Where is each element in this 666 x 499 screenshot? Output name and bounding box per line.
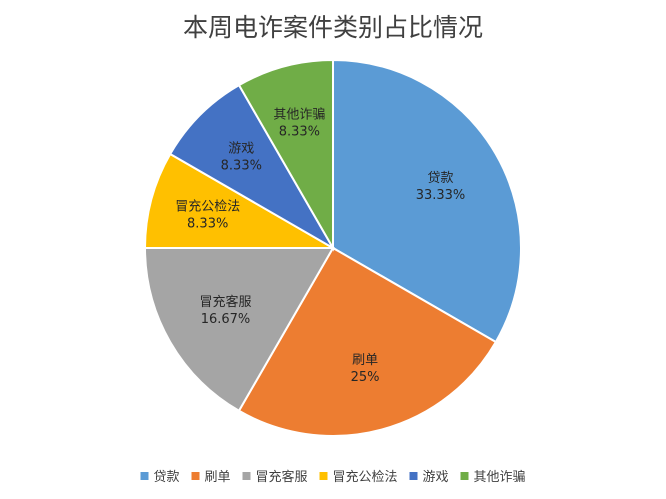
legend-label-4: 游戏	[423, 470, 449, 485]
data-label-1: 刷单 25%	[351, 353, 380, 385]
legend-swatch-0	[140, 472, 149, 480]
data-label-0: 贷款 33.33%	[416, 171, 466, 203]
data-labels: 贷款 33.33% 刷单 25% 冒充客服 16.67% 冒充公检法 8.33% 游戏 8.33%…	[175, 108, 465, 385]
legend-label-1: 刷单	[205, 470, 231, 485]
legend-label-5: 其他诈骗	[474, 470, 526, 485]
data-label-value-1: 25%	[351, 370, 380, 385]
legend: 贷款 刷单 冒充客服 冒充公检法 游戏 其他诈骗	[140, 469, 526, 485]
pie-slice-2	[143, 246, 335, 413]
data-label-value-5: 8.33%	[279, 125, 320, 140]
data-label-category-3: 冒充公检法	[175, 198, 240, 214]
legend-item-5: 其他诈骗	[460, 470, 526, 485]
data-label-category-4: 游戏	[228, 141, 254, 156]
data-label-category-2: 冒充客服	[199, 294, 251, 310]
legend-label-2: 冒充客服	[256, 469, 308, 485]
data-label-value-2: 16.67%	[201, 312, 251, 327]
pie-slice-5	[237, 58, 334, 252]
legend-swatch-4	[409, 472, 418, 480]
pie-slice-4	[168, 83, 336, 251]
legend-item-1: 刷单	[191, 470, 231, 485]
data-label-5: 其他诈骗 8.33%	[273, 108, 325, 140]
legend-label-3: 冒充公检法	[333, 469, 398, 485]
legend-swatch-5	[460, 472, 469, 480]
data-label-2: 冒充客服 16.67%	[199, 294, 251, 327]
legend-item-3: 冒充公检法	[319, 469, 398, 485]
legend-swatch-2	[242, 472, 251, 480]
data-label-4: 游戏 8.33%	[221, 141, 262, 173]
pie-slices	[143, 58, 522, 437]
data-label-category-1: 刷单	[352, 353, 378, 368]
data-label-category-5: 其他诈骗	[273, 108, 325, 123]
legend-item-0: 贷款	[140, 470, 180, 485]
pie-slice-0	[332, 58, 522, 344]
pie-slice-3	[143, 152, 337, 250]
legend-swatch-3	[319, 472, 328, 480]
chart-title: 本周电诈案件类别占比情况	[183, 13, 483, 42]
legend-item-4: 游戏	[409, 470, 449, 485]
data-label-value-0: 33.33%	[416, 188, 466, 203]
legend-label-0: 贷款	[154, 470, 180, 485]
legend-item-2: 冒充客服	[242, 469, 308, 485]
legend-swatch-1	[191, 472, 200, 480]
pie-slice-1	[237, 246, 498, 437]
data-label-3: 冒充公检法 8.33%	[175, 198, 240, 231]
data-label-value-3: 8.33%	[187, 216, 228, 231]
data-label-value-4: 8.33%	[221, 158, 262, 173]
data-label-category-0: 贷款	[427, 171, 453, 186]
